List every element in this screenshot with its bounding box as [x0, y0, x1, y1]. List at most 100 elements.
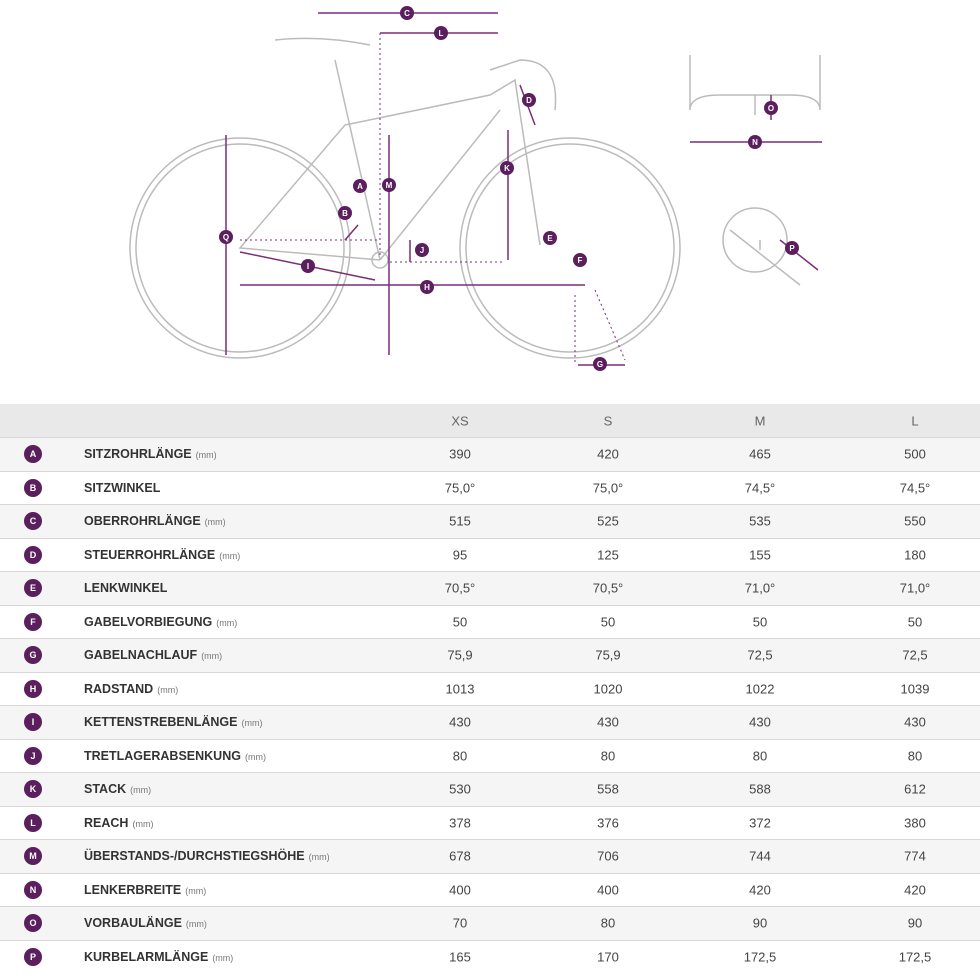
label-badge [434, 26, 448, 40]
unit: (mm) [195, 450, 217, 461]
value-cell: 1039 [900, 681, 930, 697]
label-badge [500, 161, 514, 175]
row-letter: B [24, 478, 42, 497]
table-row: G GABELNACHLAUF (mm) 75,9 75,9 72,5 72,5 [0, 638, 980, 672]
diagram-label: G [593, 357, 607, 371]
row-letter: H [24, 679, 42, 698]
label-letter: J [420, 246, 424, 255]
name-text: KURBELARMLÄNGE [84, 949, 209, 964]
label-badge [573, 253, 587, 267]
label-badge [219, 230, 233, 244]
value-cell: 530 [449, 781, 471, 797]
unit: (mm) [185, 919, 207, 930]
value-cell: 80 [600, 748, 616, 764]
label-badge [543, 231, 557, 245]
value-cell: 75,0° [444, 480, 476, 496]
table-row: O VORBAULÄNGE (mm) 70 80 90 90 [0, 906, 980, 940]
value-cell: 50 [452, 614, 468, 630]
name-text: STEUERROHRLÄNGE [84, 547, 216, 562]
value-cell: 400 [597, 882, 619, 898]
diagram-label: E [543, 231, 557, 245]
value-cell: 390 [449, 446, 471, 462]
label-badge [353, 179, 367, 193]
value-cell: 172,5 [898, 949, 932, 965]
row-letter: O [24, 914, 42, 933]
diagram-label: F [573, 253, 587, 267]
value-cell: 500 [904, 446, 926, 462]
unit: (mm) [216, 617, 238, 628]
value-cell: 71,0° [744, 580, 776, 596]
value-cell: 155 [749, 547, 771, 563]
value-cell: 1022 [745, 681, 775, 697]
label-badge [522, 93, 536, 107]
row-letter: P [24, 947, 42, 966]
value-cell: 420 [749, 882, 771, 898]
label-badge [593, 357, 607, 371]
geometry-table: XS S M L A SITZROHRLÄNGE (mm) 390 420 465 500 B SIT… [0, 404, 980, 973]
label-badge [301, 259, 315, 273]
value-cell: 165 [449, 949, 471, 965]
label-badge [764, 101, 778, 115]
value-cell: 535 [749, 513, 771, 529]
value-cell: 172,5 [743, 949, 777, 965]
value-cell: 80 [452, 748, 468, 764]
diagram-label: P [785, 241, 799, 255]
row-name: KETTENSTREBENLÄNGE (mm) [84, 715, 262, 729]
diagram-label: Q [219, 230, 233, 244]
value-cell: 420 [597, 446, 619, 462]
value-cell: 80 [752, 748, 768, 764]
value-cell: 70,5° [444, 580, 476, 596]
name-text: GABELVORBIEGUNG [84, 614, 213, 629]
label-badge [420, 280, 434, 294]
value-cell: 378 [449, 815, 471, 831]
value-cell: 125 [597, 547, 619, 563]
table-row: M ÜBERSTANDS-/DURCHSTIEGSHÖHE (mm) 678 706 74… [0, 839, 980, 873]
row-name: SITZROHRLÄNGE (mm) [84, 447, 217, 461]
row-letter: G [24, 646, 42, 665]
label-badge [748, 135, 762, 149]
value-cell: 465 [749, 446, 771, 462]
row-letter: M [24, 847, 42, 866]
row-letter: J [24, 746, 42, 765]
row-name: STACK (mm) [84, 782, 151, 796]
row-name: LENKWINKEL [84, 581, 167, 595]
label-letter: O [768, 104, 774, 113]
label-badge [785, 241, 799, 255]
diagram-label: K [500, 161, 514, 175]
table-header: XS S M L [0, 404, 980, 437]
value-cell: 50 [600, 614, 616, 630]
diagram-label: J [415, 243, 429, 257]
value-cell: 1020 [593, 681, 623, 697]
value-cell: 525 [597, 513, 619, 529]
value-cell: 75,9 [595, 647, 621, 663]
label-letter: D [526, 96, 532, 105]
name-text: SITZROHRLÄNGE [84, 447, 192, 462]
name-text: OBERROHRLÄNGE [84, 514, 201, 529]
value-cell: 420 [904, 882, 926, 898]
value-cell: 170 [597, 949, 619, 965]
row-name: GABELVORBIEGUNG (mm) [84, 615, 237, 629]
row-name: KURBELARMLÄNGE (mm) [84, 950, 233, 964]
value-cell: 80 [907, 748, 923, 764]
name-text: ÜBERSTANDS-/DURCHSTIEGSHÖHE [84, 849, 305, 864]
value-cell: 612 [904, 781, 926, 797]
diagram-label: D [522, 93, 536, 107]
value-cell: 376 [597, 815, 619, 831]
row-name: RADSTAND (mm) [84, 682, 178, 696]
value-cell: 90 [752, 915, 768, 931]
value-cell: 50 [752, 614, 768, 630]
diagram-label: L [434, 26, 448, 40]
value-cell: 558 [597, 781, 619, 797]
row-name: LENKERBREITE (mm) [84, 883, 206, 897]
label-letter: C [404, 9, 410, 18]
label-letter: H [424, 283, 430, 292]
diagram-label: N [748, 135, 762, 149]
value-cell: 430 [904, 714, 926, 730]
value-cell: 70 [452, 915, 468, 931]
label-letter: F [578, 256, 583, 265]
unit: (mm) [241, 718, 263, 729]
value-cell: 430 [597, 714, 619, 730]
unit: (mm) [185, 885, 207, 896]
row-letter: A [24, 445, 42, 464]
